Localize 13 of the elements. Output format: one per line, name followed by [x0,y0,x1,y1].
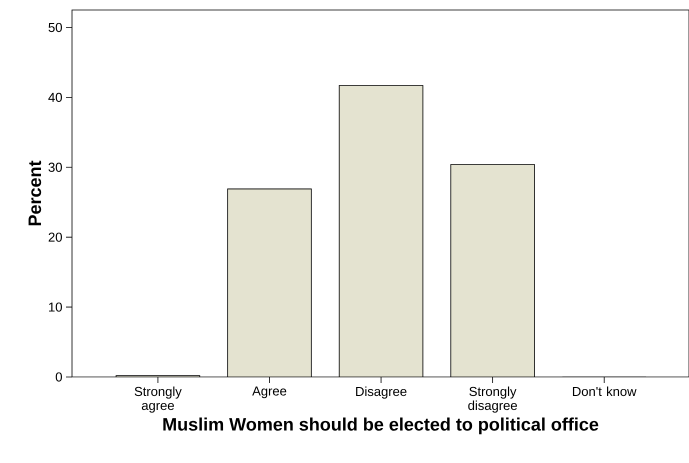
x-tick-label: Strongly agree [134,386,182,413]
x-tick-label: Strongly disagree [468,386,517,413]
y-tick-label: 20 [48,232,62,242]
x-tick-label: Don't know [572,386,637,396]
y-tick-label: 50 [48,22,62,32]
x-tick-label: Disagree [356,386,406,399]
y-tick-label: 40 [48,92,62,102]
x-axis-title: Muslim Women should be elected to political office [163,417,598,434]
y-tick-label: 30 [48,162,62,172]
y-tick-label: 10 [49,302,62,312]
y-tick-label: 0 [56,372,62,382]
y-axis-title: Percent [28,160,42,226]
x-tick-label: Agree [252,386,286,398]
